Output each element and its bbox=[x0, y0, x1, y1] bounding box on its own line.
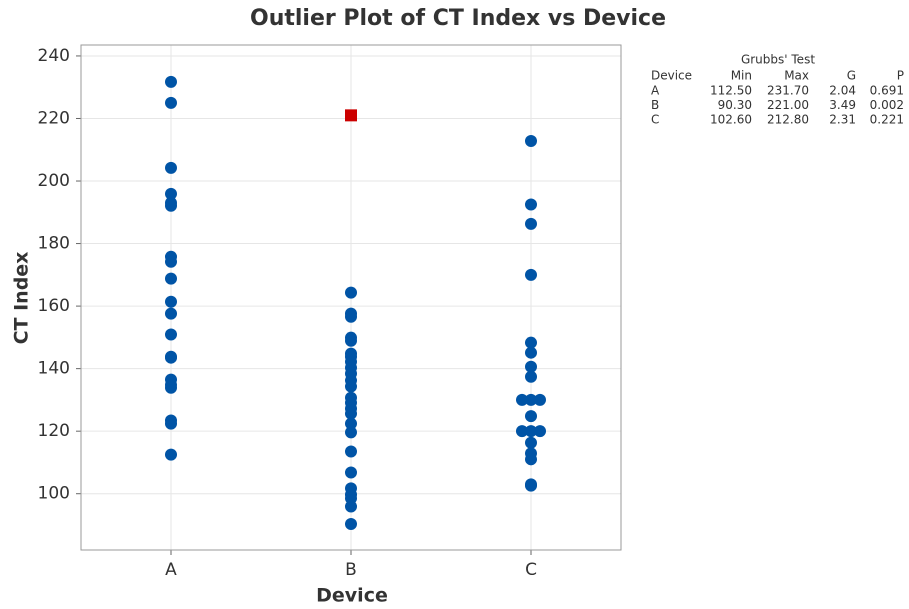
y-tick-label: 160 bbox=[38, 296, 70, 316]
y-tick-label: 220 bbox=[38, 108, 70, 128]
data-point bbox=[345, 310, 357, 323]
table-header: Max bbox=[784, 69, 809, 83]
data-point bbox=[345, 407, 357, 420]
data-point bbox=[165, 381, 177, 394]
data-point bbox=[525, 346, 537, 359]
x-tick-label: C bbox=[525, 560, 537, 580]
table-cell: 0.691 bbox=[870, 84, 904, 98]
data-point bbox=[525, 198, 537, 211]
data-point bbox=[165, 255, 177, 268]
data-point bbox=[525, 336, 537, 349]
table-header: G bbox=[847, 69, 856, 83]
table-cell: 2.04 bbox=[829, 84, 856, 98]
data-point bbox=[525, 479, 537, 492]
y-tick-label: 180 bbox=[38, 234, 70, 254]
data-point bbox=[525, 134, 537, 147]
table-cell: 2.31 bbox=[829, 113, 856, 127]
y-tick-label: 100 bbox=[38, 484, 70, 504]
data-point bbox=[345, 334, 357, 347]
table-cell: 102.60 bbox=[710, 113, 752, 127]
table-header: Min bbox=[731, 69, 752, 83]
data-point bbox=[165, 328, 177, 341]
data-point bbox=[165, 272, 177, 285]
data-point bbox=[525, 425, 537, 438]
data-point bbox=[345, 417, 357, 430]
data-point bbox=[525, 436, 537, 449]
table-cell: 212.80 bbox=[767, 113, 809, 127]
outlier-point bbox=[345, 109, 357, 122]
data-point bbox=[345, 445, 357, 458]
data-point bbox=[525, 453, 537, 466]
y-axis-label: CT Index bbox=[11, 252, 33, 345]
x-tick-label: A bbox=[165, 560, 177, 580]
table-cell: 90.30 bbox=[718, 98, 752, 112]
data-point bbox=[165, 75, 177, 88]
plot-frame bbox=[80, 44, 622, 551]
table-cell: 231.70 bbox=[767, 84, 809, 98]
table-header: Device bbox=[651, 69, 692, 83]
data-point bbox=[165, 417, 177, 430]
data-point bbox=[525, 360, 537, 373]
data-point bbox=[165, 187, 177, 200]
table-title: Grubbs' Test bbox=[741, 53, 815, 67]
chart-title: Outlier Plot of CT Index vs Device bbox=[250, 6, 666, 31]
data-point bbox=[525, 370, 537, 383]
data-point bbox=[345, 426, 357, 439]
data-point bbox=[165, 307, 177, 320]
x-tick-label: B bbox=[345, 560, 357, 580]
y-tick-label: 140 bbox=[38, 359, 70, 379]
data-point bbox=[165, 96, 177, 109]
y-tick-label: 120 bbox=[38, 421, 70, 441]
data-point bbox=[345, 518, 357, 531]
table-cell: A bbox=[651, 84, 660, 98]
table-header: P bbox=[897, 69, 904, 83]
data-point bbox=[525, 393, 537, 406]
table-cell: 3.49 bbox=[829, 98, 856, 112]
table-cell: B bbox=[651, 98, 659, 112]
table-cell: C bbox=[651, 113, 659, 127]
data-point bbox=[525, 217, 537, 230]
data-point bbox=[345, 466, 357, 479]
table-cell: 0.221 bbox=[870, 113, 904, 127]
table-cell: 221.00 bbox=[767, 98, 809, 112]
data-point bbox=[345, 380, 357, 393]
y-tick-label: 240 bbox=[38, 46, 70, 66]
data-point bbox=[165, 161, 177, 174]
data-point bbox=[345, 286, 357, 299]
data-point bbox=[534, 393, 546, 406]
data-point bbox=[516, 425, 528, 438]
data-point bbox=[534, 425, 546, 438]
data-point bbox=[525, 268, 537, 281]
data-point bbox=[525, 410, 537, 423]
data-point bbox=[165, 448, 177, 461]
table-cell: 112.50 bbox=[710, 84, 752, 98]
data-point bbox=[165, 199, 177, 212]
data-point bbox=[516, 393, 528, 406]
table-cell: 0.002 bbox=[870, 98, 904, 112]
data-point bbox=[165, 295, 177, 308]
data-point bbox=[345, 500, 357, 513]
x-axis-label: Device bbox=[316, 585, 388, 607]
y-tick-label: 200 bbox=[38, 171, 70, 191]
data-point bbox=[165, 351, 177, 364]
